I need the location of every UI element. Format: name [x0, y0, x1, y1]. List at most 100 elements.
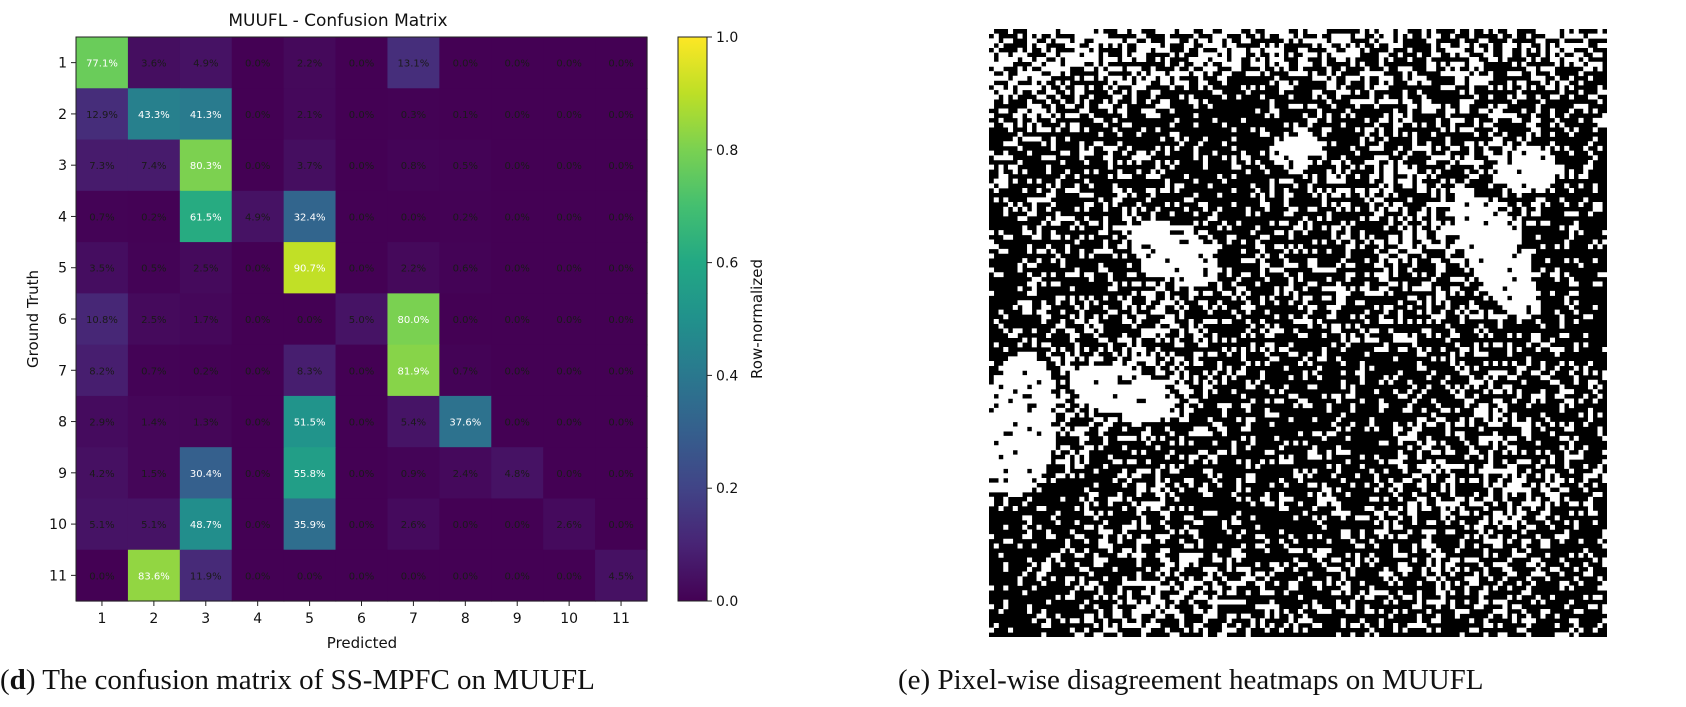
cell-value-label: 51.5%: [294, 418, 326, 429]
heatmap-cell: [76, 549, 129, 602]
heatmap-cell: [491, 344, 544, 397]
heatmap-cell: [283, 395, 337, 448]
heatmap-cell: [127, 190, 181, 243]
cell-value-label: 0.0%: [245, 59, 270, 70]
cell-value-label: 0.9%: [401, 469, 426, 480]
cell-value-label: 0.0%: [505, 571, 530, 582]
heatmap-cell: [335, 549, 389, 602]
heatmap-cell: [179, 190, 233, 243]
cell-value-label: 13.1%: [398, 59, 430, 70]
heatmap-cell: [335, 242, 389, 294]
cell-value-label: 0.0%: [349, 264, 374, 275]
heatmap-cell: [439, 549, 492, 602]
cell-value-label: 30.4%: [190, 469, 222, 480]
caption-e-letter: e: [907, 664, 921, 696]
cell-value-label: 0.0%: [556, 161, 581, 172]
cell-value-label: 0.0%: [453, 59, 478, 70]
cell-value-label: 0.0%: [505, 366, 530, 377]
heatmap-cell: [127, 395, 181, 448]
cell-value-label: 0.0%: [608, 212, 633, 223]
disagreement-heatmap: [989, 29, 1608, 638]
cell-value-label: 0.0%: [608, 469, 633, 480]
heatmap-cell: [231, 293, 285, 346]
y-tick-label: 3: [58, 158, 67, 174]
cell-value-label: 2.5%: [193, 264, 218, 275]
cell-value-label: 0.0%: [505, 418, 530, 429]
colorbar-label: Row-normalized: [748, 259, 766, 379]
cell-value-label: 32.4%: [294, 212, 326, 223]
heatmap-cell: [179, 447, 233, 500]
cell-value-label: 0.2%: [141, 212, 166, 223]
heatmap-cell: [231, 37, 285, 89]
heatmap-cell: [595, 344, 648, 397]
heatmap-cell: [283, 498, 337, 551]
heatmap-cell: [543, 447, 596, 500]
heatmap-cell: [387, 293, 440, 346]
cell-value-label: 0.0%: [608, 315, 633, 326]
cell-value-label: 2.5%: [141, 315, 166, 326]
heatmap-cell: [283, 88, 337, 141]
y-tick-label: 7: [58, 363, 67, 379]
heatmap-cell: [387, 242, 440, 294]
cell-value-label: 2.6%: [556, 520, 581, 531]
heatmap-cell: [439, 293, 492, 346]
heatmap-cell: [491, 37, 544, 89]
heatmap-cell: [76, 88, 129, 141]
cell-value-label: 1.7%: [193, 315, 218, 326]
x-tick-label: 11: [612, 611, 630, 627]
heatmap-cell: [283, 293, 337, 346]
caption-d-text: ) The confusion matrix of SS-MPFC on MUU…: [25, 664, 595, 696]
heatmap-cell: [76, 447, 129, 500]
cell-value-label: 7.3%: [89, 161, 114, 172]
x-tick-label: 4: [253, 611, 262, 627]
heatmap-cell: [491, 549, 544, 602]
heatmap-cell: [231, 549, 285, 602]
heatmap-cell: [76, 190, 129, 243]
cell-value-label: 0.0%: [349, 469, 374, 480]
cell-value-label: 0.0%: [608, 418, 633, 429]
cell-value-label: 48.7%: [190, 520, 222, 531]
cell-value-label: 0.0%: [556, 315, 581, 326]
cell-value-label: 5.4%: [401, 418, 426, 429]
cell-value-label: 35.9%: [294, 520, 326, 531]
cell-value-label: 0.0%: [245, 161, 270, 172]
y-tick-label: 8: [58, 415, 67, 431]
heatmap-cell: [595, 242, 648, 294]
cell-value-label: 0.0%: [556, 212, 581, 223]
heatmap-cell: [127, 37, 181, 89]
cell-value-label: 0.0%: [556, 469, 581, 480]
heatmap-cell: [543, 549, 596, 602]
heatmap-cell: [491, 139, 544, 192]
heatmap-cell: [231, 190, 285, 243]
cell-value-label: 0.0%: [505, 520, 530, 531]
cell-value-label: 4.9%: [245, 212, 270, 223]
heatmap-cell: [335, 139, 389, 192]
heatmap-cell: [179, 242, 233, 294]
cell-value-label: 0.0%: [505, 264, 530, 275]
cell-value-label: 0.0%: [608, 59, 633, 70]
heatmap-cell: [491, 293, 544, 346]
heatmap-cell: [231, 447, 285, 500]
heatmap-cell: [543, 139, 596, 192]
cell-value-label: 0.0%: [349, 571, 374, 582]
heatmap-cell: [543, 37, 596, 89]
heatmap-cell: [439, 447, 492, 500]
heatmap-cell: [283, 139, 337, 192]
cell-value-label: 0.0%: [453, 520, 478, 531]
cell-value-label: 5.1%: [141, 520, 166, 531]
cell-value-label: 2.2%: [297, 59, 322, 70]
cell-value-label: 0.2%: [193, 366, 218, 377]
colorbar-ticks: 0.0 0.2 0.4 0.6 0.8 1.0: [707, 30, 738, 610]
cell-value-label: 2.1%: [297, 110, 322, 121]
heatmap-cell: [387, 190, 440, 243]
cell-value-label: 80.3%: [190, 161, 222, 172]
heatmap-cell: [231, 88, 285, 141]
cell-value-label: 0.0%: [453, 315, 478, 326]
cell-value-label: 0.0%: [245, 366, 270, 377]
confusion-matrix-chart: MUUFL - Confusion Matrix 77.1% 3.6% 4.9% 0.…: [24, 11, 648, 652]
cell-value-label: 0.0%: [349, 110, 374, 121]
heatmap-cell: [439, 139, 492, 192]
colorbar-tick-label: 0.4: [716, 368, 738, 384]
heatmap-cell: [179, 498, 233, 551]
cell-value-label: 0.0%: [608, 161, 633, 172]
